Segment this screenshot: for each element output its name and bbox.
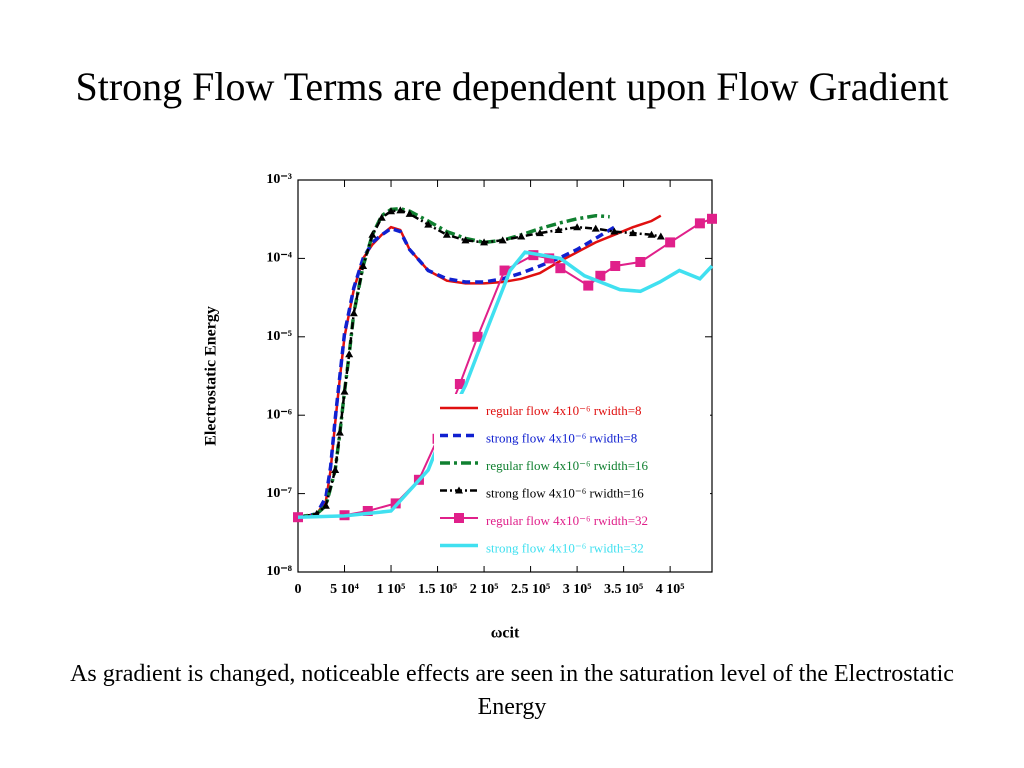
point-marker <box>377 213 386 221</box>
point-marker <box>544 253 555 264</box>
x-tick-label: 2.5 10⁵ <box>511 582 550 597</box>
legend-label: strong flow 4x10⁻⁶ rwidth=8 <box>486 430 637 445</box>
x-tick-label: 0 <box>295 582 302 597</box>
y-tick-label: 10⁻⁶ <box>266 407 292 422</box>
x-tick-label: 1.5 10⁵ <box>418 582 457 597</box>
point-marker <box>555 263 566 274</box>
point-marker <box>595 270 606 281</box>
point-marker <box>349 309 358 317</box>
slide-title: Strong Flow Terms are dependent upon Flo… <box>75 64 949 109</box>
point-marker <box>396 206 405 214</box>
point-marker <box>442 230 451 238</box>
point-marker <box>656 232 665 240</box>
point-marker <box>387 207 396 215</box>
x-tick-label: 3 10⁵ <box>563 582 592 597</box>
x-tick-label: 3.5 10⁵ <box>604 582 643 597</box>
point-marker <box>293 512 303 523</box>
point-marker <box>335 428 344 436</box>
point-marker <box>635 256 646 267</box>
point-marker <box>591 224 600 232</box>
point-marker <box>472 331 483 342</box>
point-marker <box>498 236 507 244</box>
point-marker <box>405 209 414 217</box>
point-marker <box>517 232 526 240</box>
point-marker <box>424 220 433 228</box>
point-marker <box>665 237 676 248</box>
legend-box <box>434 394 710 566</box>
x-tick-label: 1 10⁵ <box>377 582 406 597</box>
y-tick-label: 10⁻³ <box>266 172 292 187</box>
x-axis-label: ωcit <box>491 625 520 642</box>
legend-label: strong flow 4x10⁻⁶ rwidth=32 <box>486 540 644 555</box>
point-marker <box>359 261 368 269</box>
point-marker <box>321 501 330 509</box>
point-marker <box>340 387 349 395</box>
point-marker <box>368 230 377 238</box>
point-marker <box>573 223 582 231</box>
series-line <box>297 225 616 519</box>
point-marker <box>610 260 621 271</box>
legend-label: regular flow 4x10⁻⁶ rwidth=8 <box>486 403 642 418</box>
plot-frame <box>297 179 713 573</box>
x-tick-label: 5 10⁴ <box>330 582 360 597</box>
point-marker <box>535 229 544 237</box>
y-axis-label: Electrostatic Energy <box>203 306 220 446</box>
point-marker <box>454 379 465 390</box>
series-line <box>297 209 662 519</box>
y-tick-label: 10⁻⁸ <box>266 564 292 579</box>
point-marker <box>694 218 705 229</box>
point-marker <box>345 350 354 358</box>
point-marker <box>610 227 619 235</box>
x-tick-label: 2 10⁵ <box>470 582 499 597</box>
legend-label: strong flow 4x10⁻⁶ rwidth=16 <box>486 485 644 500</box>
caption: As gradient is changed, noticeable effec… <box>70 661 954 720</box>
point-marker <box>461 236 470 244</box>
y-tick-label: 10⁻⁷ <box>266 486 292 501</box>
point-marker <box>331 465 340 473</box>
legend-label: regular flow 4x10⁻⁶ rwidth=32 <box>486 513 648 528</box>
point-marker <box>362 505 373 516</box>
y-tick-label: 10⁻⁴ <box>266 251 292 266</box>
point-marker <box>554 226 563 234</box>
legend-marker <box>454 513 464 523</box>
point-marker <box>628 229 637 237</box>
series-line <box>297 250 714 519</box>
point-marker <box>480 238 489 246</box>
legend-marker <box>455 486 463 494</box>
point-marker <box>499 265 510 276</box>
point-marker <box>707 213 717 224</box>
point-marker <box>647 230 656 238</box>
x-tick-label: 4 10⁵ <box>656 582 685 597</box>
legend-label: regular flow 4x10⁻⁶ rwidth=16 <box>486 458 649 473</box>
point-marker <box>583 280 594 291</box>
y-tick-label: 10⁻⁵ <box>266 329 292 344</box>
